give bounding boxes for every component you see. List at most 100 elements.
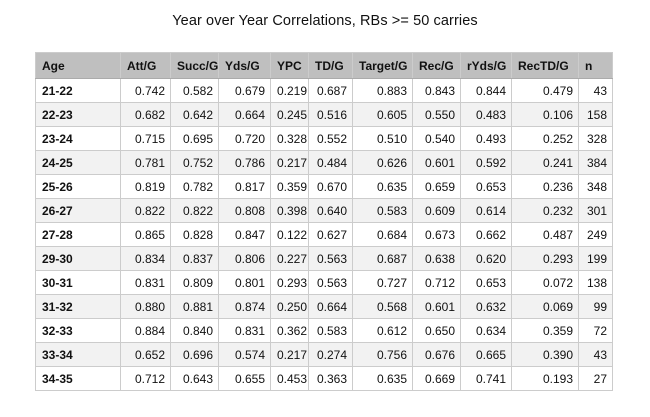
correlation-table: Age Att/G Succ/G Yds/G YPC TD/G Target/G Rec/G r… bbox=[35, 52, 613, 391]
value-cell: 0.828 bbox=[170, 222, 219, 247]
value-cell: 0.484 bbox=[308, 150, 353, 175]
value-cell: 0.453 bbox=[270, 366, 309, 391]
value-cell: 0.682 bbox=[120, 102, 171, 127]
value-cell: 0.612 bbox=[352, 318, 413, 343]
value-cell: 0.219 bbox=[270, 78, 309, 103]
table-row: 30-31 0.831 0.809 0.801 0.293 0.563 0.727 0.712… bbox=[35, 270, 613, 295]
value-cell: 0.687 bbox=[352, 246, 413, 271]
value-cell: 0.673 bbox=[412, 222, 461, 247]
value-cell: 0.756 bbox=[352, 342, 413, 367]
value-cell: 0.227 bbox=[270, 246, 309, 271]
value-cell: 0.605 bbox=[352, 102, 413, 127]
value-cell: 0.632 bbox=[460, 294, 512, 319]
value-cell: 0.883 bbox=[352, 78, 413, 103]
value-cell: 0.822 bbox=[120, 198, 171, 223]
value-cell: 0.712 bbox=[412, 270, 461, 295]
value-cell: 0.653 bbox=[460, 270, 512, 295]
value-cell: 0.620 bbox=[460, 246, 512, 271]
age-cell: 29-30 bbox=[35, 246, 121, 271]
value-cell: 0.583 bbox=[308, 318, 353, 343]
column-header-td-g: TD/G bbox=[308, 52, 353, 79]
page-title: Year over Year Correlations, RBs >= 50 c… bbox=[172, 13, 478, 29]
value-cell: 0.363 bbox=[308, 366, 353, 391]
value-cell: 301 bbox=[578, 198, 613, 223]
value-cell: 0.592 bbox=[460, 150, 512, 175]
value-cell: 43 bbox=[578, 78, 613, 103]
value-cell: 0.563 bbox=[308, 246, 353, 271]
value-cell: 0.742 bbox=[120, 78, 171, 103]
table-row: 31-32 0.880 0.881 0.874 0.250 0.664 0.568 0.601… bbox=[35, 294, 613, 319]
table-header: Age Att/G Succ/G Yds/G YPC TD/G Target/G Rec/G r… bbox=[35, 52, 613, 79]
value-cell: 0.582 bbox=[170, 78, 219, 103]
value-cell: 0.817 bbox=[218, 174, 271, 199]
age-cell: 27-28 bbox=[35, 222, 121, 247]
value-cell: 0.634 bbox=[460, 318, 512, 343]
value-cell: 0.483 bbox=[460, 102, 512, 127]
column-header-att-g: Att/G bbox=[120, 52, 171, 79]
value-cell: 0.252 bbox=[511, 126, 579, 151]
value-cell: 0.840 bbox=[170, 318, 219, 343]
age-cell: 22-23 bbox=[35, 102, 121, 127]
value-cell: 0.614 bbox=[460, 198, 512, 223]
value-cell: 0.072 bbox=[511, 270, 579, 295]
value-cell: 0.752 bbox=[170, 150, 219, 175]
value-cell: 43 bbox=[578, 342, 613, 367]
value-cell: 0.122 bbox=[270, 222, 309, 247]
value-cell: 0.232 bbox=[511, 198, 579, 223]
value-cell: 0.516 bbox=[308, 102, 353, 127]
column-header-age: Age bbox=[35, 52, 121, 79]
value-cell: 0.627 bbox=[308, 222, 353, 247]
value-cell: 0.568 bbox=[352, 294, 413, 319]
value-cell: 0.241 bbox=[511, 150, 579, 175]
age-cell: 25-26 bbox=[35, 174, 121, 199]
value-cell: 0.884 bbox=[120, 318, 171, 343]
value-cell: 0.653 bbox=[460, 174, 512, 199]
value-cell: 0.831 bbox=[120, 270, 171, 295]
value-cell: 0.583 bbox=[352, 198, 413, 223]
value-cell: 0.819 bbox=[120, 174, 171, 199]
value-cell: 0.727 bbox=[352, 270, 413, 295]
value-cell: 0.293 bbox=[511, 246, 579, 271]
value-cell: 0.662 bbox=[460, 222, 512, 247]
table-row: 29-30 0.834 0.837 0.806 0.227 0.563 0.687 0.638… bbox=[35, 246, 613, 271]
value-cell: 0.487 bbox=[511, 222, 579, 247]
value-cell: 0.652 bbox=[120, 342, 171, 367]
value-cell: 0.626 bbox=[352, 150, 413, 175]
value-cell: 0.640 bbox=[308, 198, 353, 223]
value-cell: 0.741 bbox=[460, 366, 512, 391]
value-cell: 0.650 bbox=[412, 318, 461, 343]
value-cell: 0.293 bbox=[270, 270, 309, 295]
value-cell: 0.540 bbox=[412, 126, 461, 151]
value-cell: 0.250 bbox=[270, 294, 309, 319]
age-cell: 21-22 bbox=[35, 78, 121, 103]
value-cell: 0.236 bbox=[511, 174, 579, 199]
age-cell: 24-25 bbox=[35, 150, 121, 175]
value-cell: 0.563 bbox=[308, 270, 353, 295]
value-cell: 328 bbox=[578, 126, 613, 151]
value-cell: 0.834 bbox=[120, 246, 171, 271]
value-cell: 0.550 bbox=[412, 102, 461, 127]
value-cell: 0.601 bbox=[412, 294, 461, 319]
value-cell: 0.069 bbox=[511, 294, 579, 319]
value-cell: 0.806 bbox=[218, 246, 271, 271]
value-cell: 0.843 bbox=[412, 78, 461, 103]
value-cell: 0.601 bbox=[412, 150, 461, 175]
value-cell: 0.635 bbox=[352, 366, 413, 391]
value-cell: 0.865 bbox=[120, 222, 171, 247]
column-header-rec-g: Rec/G bbox=[412, 52, 461, 79]
table-row: 34-35 0.712 0.643 0.655 0.453 0.363 0.635 0.669… bbox=[35, 366, 613, 391]
value-cell: 0.837 bbox=[170, 246, 219, 271]
value-cell: 0.808 bbox=[218, 198, 271, 223]
value-cell: 0.635 bbox=[352, 174, 413, 199]
value-cell: 0.217 bbox=[270, 150, 309, 175]
value-cell: 0.642 bbox=[170, 102, 219, 127]
table-row: 32-33 0.884 0.840 0.831 0.362 0.583 0.612 0.650… bbox=[35, 318, 613, 343]
value-cell: 0.720 bbox=[218, 126, 271, 151]
value-cell: 0.881 bbox=[170, 294, 219, 319]
table-body: 21-22 0.742 0.582 0.679 0.219 0.687 0.883 0.843… bbox=[35, 78, 613, 391]
age-cell: 31-32 bbox=[35, 294, 121, 319]
value-cell: 0.847 bbox=[218, 222, 271, 247]
header-row: Age Att/G Succ/G Yds/G YPC TD/G Target/G Rec/G r… bbox=[35, 52, 613, 79]
value-cell: 0.510 bbox=[352, 126, 413, 151]
